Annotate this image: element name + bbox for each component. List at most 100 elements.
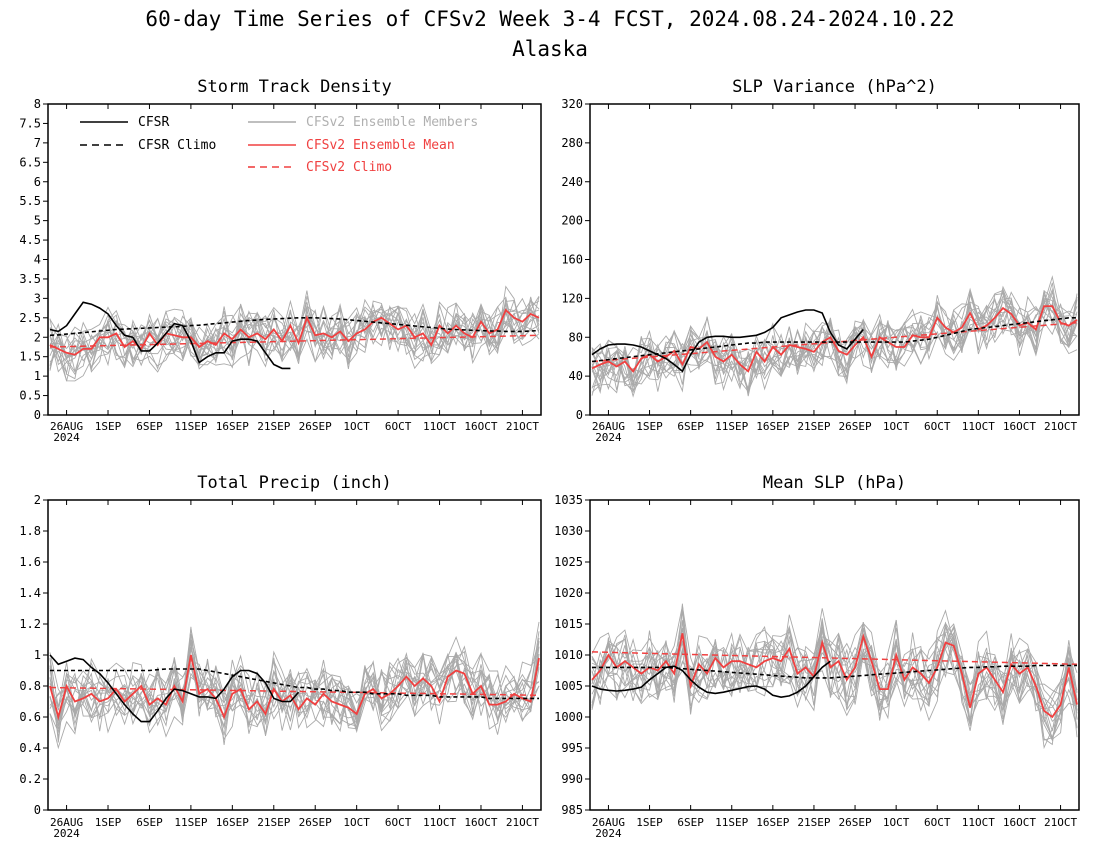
- plot-frame: [589, 499, 1080, 811]
- chart-panel-precip: Total Precip (inch) 0 0.2 0.4 0.6 0.8 1 1.2 1.4 1…: [19, 473, 542, 840]
- chart-title-slp_var: SLP Variance (hPa^2): [732, 77, 937, 97]
- x-tick-label: 1OCT: [343, 816, 370, 829]
- y-tick-label: 2: [34, 330, 41, 344]
- cfsr-line: [591, 309, 864, 373]
- y-tick-label: 1.2: [19, 617, 41, 631]
- chart-title-storm: Storm Track Density: [197, 77, 391, 97]
- ensemble-member-line: [49, 299, 540, 375]
- y-tick-label: 1005: [554, 679, 583, 693]
- y-tick-label: 1: [34, 648, 41, 662]
- ensemble-member-line: [591, 622, 1078, 725]
- y-tick-label: 120: [561, 291, 583, 305]
- legend-label: CFSv2 Ensemble Members: [306, 115, 478, 130]
- x-tick-label: 1OCT: [343, 420, 370, 433]
- x-tick-label: 21OCT: [1044, 816, 1077, 829]
- x-tick-label: 16SEP: [216, 816, 249, 829]
- x-tick-label: 6SEP: [677, 816, 704, 829]
- x-year-label: 2024: [53, 827, 80, 840]
- ensemble-member-line: [49, 304, 540, 382]
- x-tick-label: 11OCT: [962, 816, 995, 829]
- page-title: 60-day Time Series of CFSv2 Week 3-4 FCS…: [145, 7, 955, 31]
- x-tick-label: 11OCT: [423, 420, 456, 433]
- ensemble-member-line: [591, 609, 1078, 723]
- y-tick-label: 1.6: [19, 555, 41, 569]
- plot-frame: [47, 499, 542, 811]
- ensemble-member-line: [49, 621, 540, 727]
- y-tick-label: 1020: [554, 586, 583, 600]
- cfsr-line: [591, 660, 831, 699]
- y-tick-label: 1000: [554, 710, 583, 724]
- ensemble-member-line: [591, 290, 1078, 393]
- legend-label: CFSR Climo: [138, 138, 216, 153]
- cfsr-climo-line: [592, 664, 1077, 679]
- y-tick-label: 320: [561, 97, 583, 111]
- y-tick-label: 5.5: [19, 194, 41, 208]
- x-tick-label: 6OCT: [385, 420, 412, 433]
- x-tick-label: 21SEP: [797, 420, 830, 433]
- x-tick-label: 6OCT: [924, 420, 951, 433]
- y-tick-label: 1025: [554, 555, 583, 569]
- x-tick-label: 11OCT: [962, 420, 995, 433]
- x-tick-label: 11SEP: [174, 816, 207, 829]
- y-tick-label: 1030: [554, 524, 583, 538]
- y-tick-label: 0.4: [19, 741, 41, 755]
- y-tick-label: 0.5: [19, 389, 41, 403]
- ensemble-member-line: [591, 631, 1078, 739]
- x-tick-label: 1OCT: [883, 420, 910, 433]
- x-tick-label: 11OCT: [423, 816, 456, 829]
- x-tick-label: 11SEP: [715, 420, 748, 433]
- x-tick-label: 11SEP: [715, 816, 748, 829]
- y-tick-label: 200: [561, 214, 583, 228]
- cfsr-climo-line: [49, 316, 540, 337]
- y-tick-label: 2.5: [19, 311, 41, 325]
- x-year-label: 2024: [595, 827, 622, 840]
- y-tick-label: 6: [34, 175, 41, 189]
- chart-title-mean_slp: Mean SLP (hPa): [763, 473, 906, 493]
- x-tick-label: 16SEP: [216, 420, 249, 433]
- y-tick-label: 6.5: [19, 155, 41, 169]
- legend-label: CFSv2 Climo: [306, 160, 392, 175]
- cfsv2-climo-line: [49, 334, 540, 348]
- y-tick-label: 1.8: [19, 524, 41, 538]
- y-tick-label: 995: [561, 741, 583, 755]
- ensemble-member-line: [49, 641, 540, 734]
- ensemble-mean-line: [49, 308, 540, 356]
- y-tick-label: 80: [569, 330, 583, 344]
- cfsr-line: [49, 654, 300, 723]
- y-tick-label: 7: [34, 136, 41, 150]
- chart-title-precip: Total Precip (inch): [197, 473, 391, 493]
- x-tick-label: 21SEP: [257, 420, 290, 433]
- ensemble-member-line: [49, 298, 540, 357]
- y-tick-label: 3: [34, 291, 41, 305]
- x-tick-label: 16OCT: [464, 420, 497, 433]
- x-tick-label: 6SEP: [136, 816, 163, 829]
- y-tick-label: 1035: [554, 493, 583, 507]
- ensemble-mean-line: [591, 305, 1078, 373]
- ensemble-member-line: [591, 291, 1078, 394]
- y-tick-label: 7.5: [19, 116, 41, 130]
- x-year-label: 2024: [53, 431, 80, 444]
- y-tick-label: 1015: [554, 617, 583, 631]
- y-tick-label: 0.6: [19, 710, 41, 724]
- x-tick-label: 21OCT: [506, 420, 539, 433]
- y-tick-label: 1.5: [19, 350, 41, 364]
- x-tick-label: 16OCT: [464, 816, 497, 829]
- ensemble-member-line: [591, 609, 1078, 722]
- x-tick-label: 26SEP: [838, 816, 871, 829]
- x-tick-label: 26AUG: [50, 816, 83, 829]
- ensemble-mean-line: [49, 654, 540, 721]
- y-tick-label: 1010: [554, 648, 583, 662]
- x-tick-label: 6SEP: [677, 420, 704, 433]
- x-tick-label: 1SEP: [95, 816, 122, 829]
- y-tick-label: 5: [34, 214, 41, 228]
- x-year-label: 2024: [595, 431, 622, 444]
- y-tick-label: 4.5: [19, 233, 41, 247]
- ensemble-member-line: [591, 297, 1078, 395]
- ensemble-member-line: [591, 297, 1078, 394]
- x-tick-label: 21SEP: [257, 816, 290, 829]
- ensemble-mean-line: [591, 633, 1078, 719]
- y-tick-label: 240: [561, 175, 583, 189]
- legend-label: CFSR: [138, 115, 169, 130]
- x-tick-label: 1SEP: [636, 816, 663, 829]
